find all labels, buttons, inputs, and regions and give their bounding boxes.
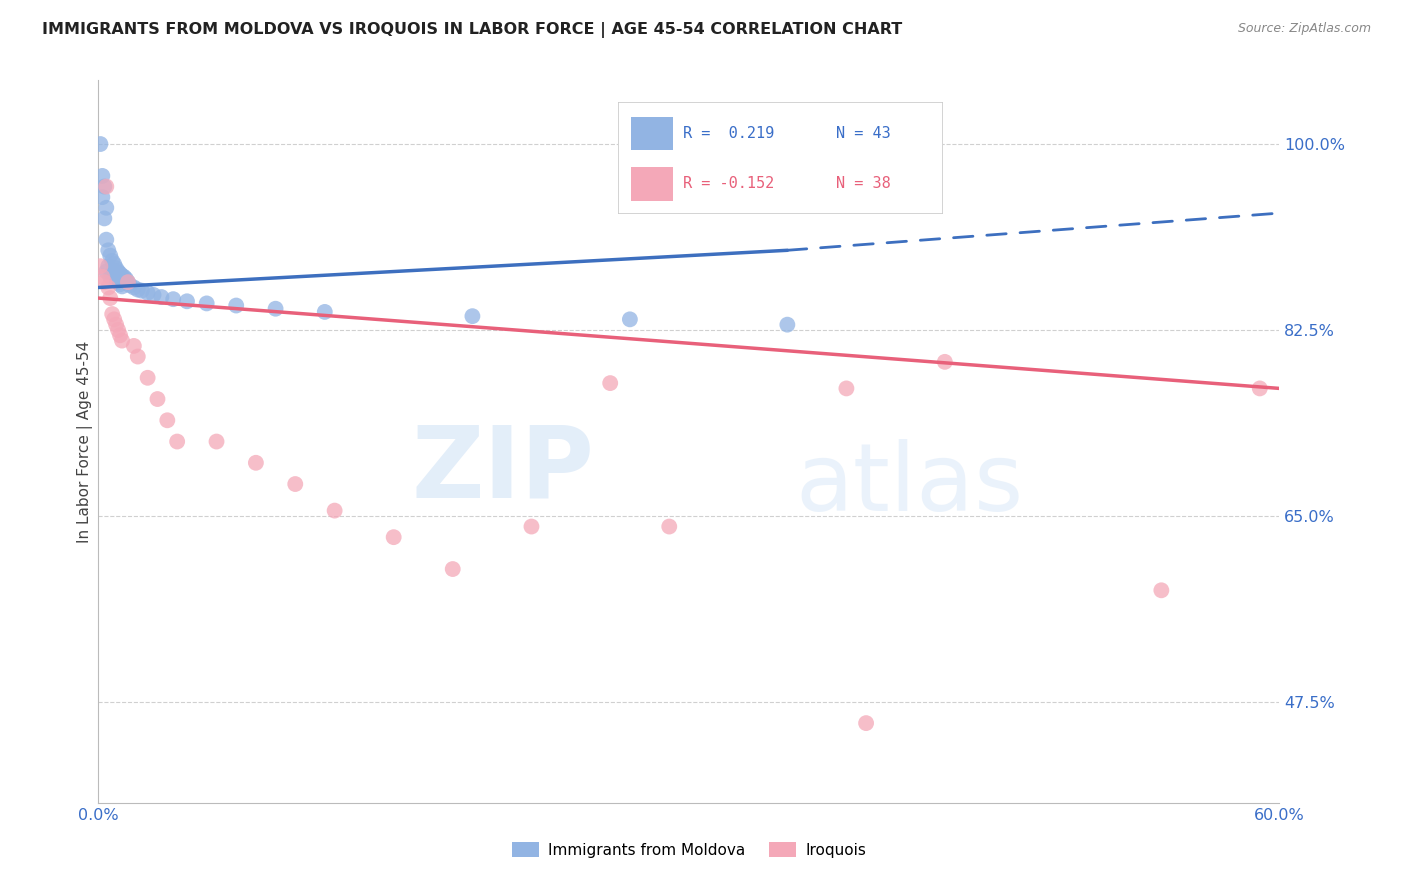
Text: IMMIGRANTS FROM MOLDOVA VS IROQUOIS IN LABOR FORCE | AGE 45-54 CORRELATION CHART: IMMIGRANTS FROM MOLDOVA VS IROQUOIS IN L… [42,22,903,38]
Point [146,392,169,406]
Point [91,269,114,284]
Point [115,272,138,286]
Point [127,350,149,364]
Point [118,278,141,293]
Point [1150,583,1173,598]
Point [107,264,129,278]
Point [96,264,118,278]
Point [323,503,346,517]
Point [599,376,621,390]
Point [93,179,115,194]
Point [156,413,179,427]
Point [93,211,115,226]
Point [195,296,218,310]
Y-axis label: In Labor Force | Age 45-54: In Labor Force | Age 45-54 [76,341,93,542]
Point [117,275,139,289]
Point [103,269,125,284]
Point [934,355,956,369]
Point [122,280,145,294]
Point [98,291,121,305]
Point [105,273,128,287]
Point [441,562,464,576]
Point [776,318,799,332]
Point [382,530,405,544]
Point [314,305,336,319]
Point [98,249,121,263]
Point [89,136,111,151]
Text: ZIP: ZIP [412,422,595,519]
Point [176,294,198,309]
Point [97,280,120,294]
Point [111,279,134,293]
Point [122,339,145,353]
Point [91,190,114,204]
Point [108,328,131,343]
Point [1249,381,1271,395]
Point [245,456,267,470]
Point [103,312,125,326]
Point [98,269,121,284]
Point [162,292,184,306]
Point [264,301,287,316]
Point [150,290,173,304]
Point [96,233,118,247]
Point [835,381,858,395]
Point [117,275,139,289]
Point [108,277,131,292]
Point [284,477,307,491]
Point [96,201,118,215]
Point [91,169,114,183]
Text: Source: ZipAtlas.com: Source: ZipAtlas.com [1237,22,1371,36]
Point [101,254,124,268]
Point [619,312,641,326]
Point [205,434,228,449]
Point [111,334,134,348]
Point [101,267,124,281]
Point [855,716,877,731]
Point [136,371,159,385]
Point [131,284,153,298]
Point [112,269,135,284]
Point [97,259,120,273]
Point [93,275,115,289]
Point [105,261,128,276]
Point [166,434,188,449]
Point [97,244,120,258]
Point [108,267,131,281]
Point [136,285,159,300]
Point [101,307,124,321]
Point [107,275,129,289]
Point [658,519,681,533]
Text: atlas: atlas [796,439,1024,531]
Point [107,323,129,337]
Legend: Immigrants from Moldova, Iroquois: Immigrants from Moldova, Iroquois [506,836,872,863]
Point [142,288,165,302]
Point [96,179,118,194]
Point [103,257,125,271]
Point [89,259,111,273]
Point [127,283,149,297]
Point [111,268,134,283]
Point [225,299,247,313]
Point [520,519,543,533]
Point [461,309,484,323]
Point [105,318,128,332]
